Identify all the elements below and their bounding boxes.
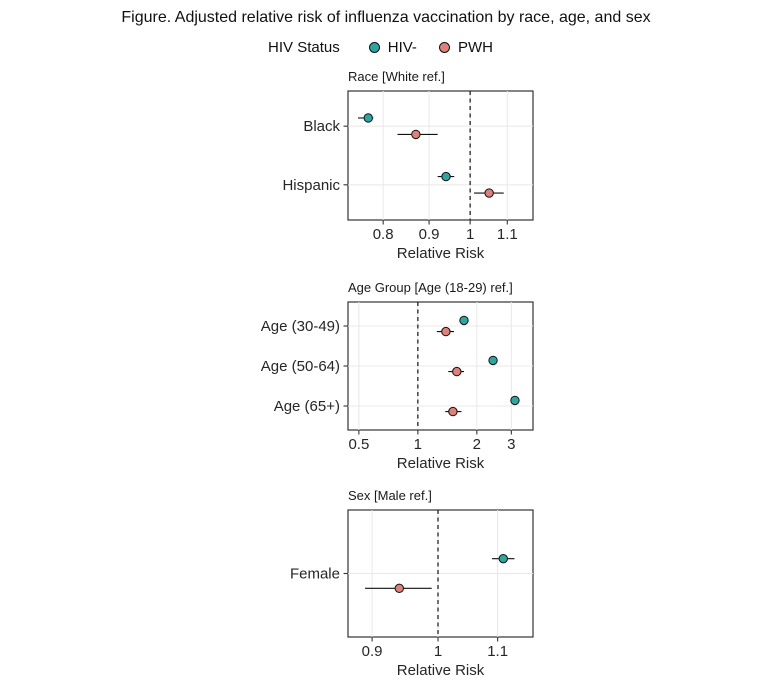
x-tick-label: 2: [473, 436, 481, 453]
data-point: [498, 553, 508, 564]
data-point: [441, 171, 451, 182]
data-point: [411, 129, 421, 140]
x-tick-label: 0.9: [419, 226, 440, 243]
x-axis-title: Relative Risk: [397, 662, 485, 679]
x-tick-label: 0.9: [362, 643, 383, 660]
pwh-dot-icon: [438, 41, 450, 53]
x-tick-label: 3: [507, 436, 515, 453]
x-tick-label: 1.1: [497, 226, 518, 243]
hiv-negative-dot-icon: [368, 41, 380, 53]
data-point: [488, 355, 498, 366]
panel-title: Sex [Male ref.]: [348, 488, 432, 503]
x-tick-label: 0.8: [373, 226, 394, 243]
data-point: [510, 395, 520, 406]
panel-border: [347, 90, 534, 221]
category-label: Hispanic: [282, 177, 340, 194]
x-tick-label: 1.1: [487, 643, 508, 660]
x-axis-title: Relative Risk: [397, 245, 485, 262]
data-point: [459, 315, 469, 326]
legend-label-pwh: PWH: [457, 38, 493, 56]
category-label: Age (50-64): [261, 358, 340, 375]
x-axis-title: Relative Risk: [397, 455, 485, 472]
legend: HIV Status HIV- PWH: [0, 37, 772, 57]
x-tick-label: 1: [434, 643, 442, 660]
data-point: [363, 113, 373, 123]
data-point: [394, 583, 404, 594]
x-tick-label: 1: [414, 436, 422, 453]
legend-title: HIV Status: [268, 38, 340, 56]
data-point: [448, 406, 458, 417]
data-point: [441, 326, 451, 337]
legend-label-hiv-negative: HIV-: [387, 38, 417, 56]
data-point: [452, 366, 462, 377]
data-point: [484, 188, 494, 198]
race-chart: 0.8 0.9 1 1.1 Black Hispanic Race [White ref.]…: [282, 69, 534, 262]
panel-title: Age Group [Age (18-29) ref.]: [348, 280, 513, 295]
age-group-chart: 0.5 1 2 3 Age (30-49) Age (50-64) Age (65+) Age…: [261, 280, 534, 472]
x-tick-label: 1: [466, 226, 474, 243]
category-label: Age (30-49): [261, 318, 340, 335]
sex-chart: 0.9 1 1.1 Female Sex [Male ref.] Relative Ris…: [290, 488, 534, 679]
panel-title: Race [White ref.]: [348, 69, 445, 84]
x-tick-label: 0.5: [348, 436, 369, 453]
category-label: Female: [290, 566, 340, 583]
legend-item-hiv-negative: HIV-: [368, 38, 417, 56]
category-label: Black: [303, 118, 340, 135]
legend-item-pwh: PWH: [438, 38, 493, 56]
figure-title: Figure. Adjusted relative risk of influe…: [121, 9, 651, 26]
category-label: Age (65+): [274, 398, 340, 415]
